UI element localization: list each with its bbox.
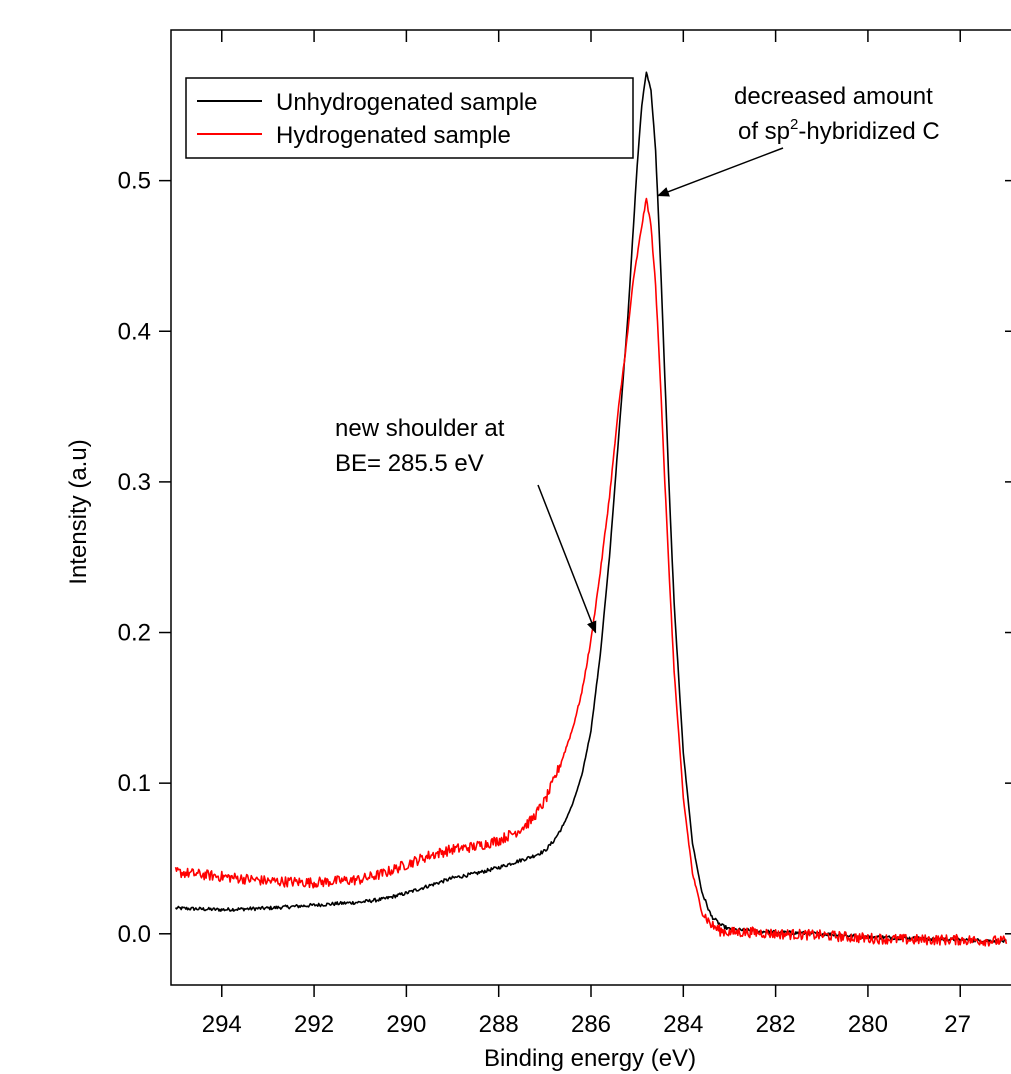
- legend: Unhydrogenated sample Hydrogenated sampl…: [185, 77, 634, 159]
- series-line-1: [174, 197, 1008, 947]
- x-axis-label: Binding energy (eV): [484, 1045, 696, 1072]
- series-line-0: [174, 71, 1007, 944]
- annotation-arrow-decreased: [656, 147, 784, 197]
- series-layer: [174, 71, 1008, 947]
- y-tick-label: 0.1: [118, 770, 151, 797]
- y-tick-label: 0.2: [118, 620, 151, 647]
- annotation-new-shoulder: new shoulder at BE= 285.5 eV: [335, 415, 597, 634]
- y-tick-label: 0.5: [118, 168, 151, 195]
- plot-frame: [170, 29, 1011, 986]
- annotation-line-1: new shoulder at: [335, 415, 505, 442]
- x-tick-label: 27: [944, 1011, 971, 1038]
- x-tick-label: 282: [756, 1011, 796, 1038]
- x-axis: 294 292 290 288 286 284 282 280 27: [202, 30, 971, 1038]
- legend-label-unhydrogenated: Unhydrogenated sample: [276, 89, 538, 116]
- y-axis: 0.0 0.1 0.2 0.3 0.4 0.5: [118, 168, 1011, 948]
- annotation-line-2: BE= 285.5 eV: [335, 450, 484, 477]
- x-tick-label: 294: [202, 1011, 242, 1038]
- annotation-arrow-shoulder: [537, 484, 597, 634]
- y-tick-label: 0.4: [118, 318, 151, 345]
- y-tick-label: 0.0: [118, 921, 151, 948]
- annotation-line-2: of sp2-hybridized C: [738, 116, 940, 145]
- legend-box: [185, 77, 634, 159]
- plot-border: [170, 29, 1011, 986]
- legend-label-hydrogenated: Hydrogenated sample: [276, 122, 511, 149]
- y-tick-label: 0.3: [118, 469, 151, 496]
- x-tick-label: 288: [479, 1011, 519, 1038]
- y-axis-label: Intensity (a.u): [65, 439, 92, 584]
- x-tick-label: 280: [848, 1011, 888, 1038]
- annotation-decreased-sp2: decreased amount of sp2-hybridized C: [656, 83, 940, 197]
- x-tick-label: 286: [571, 1011, 611, 1038]
- annotation-line-1: decreased amount: [734, 83, 933, 110]
- x-tick-label: 292: [294, 1011, 334, 1038]
- x-tick-label: 290: [386, 1011, 426, 1038]
- x-tick-label: 284: [663, 1011, 703, 1038]
